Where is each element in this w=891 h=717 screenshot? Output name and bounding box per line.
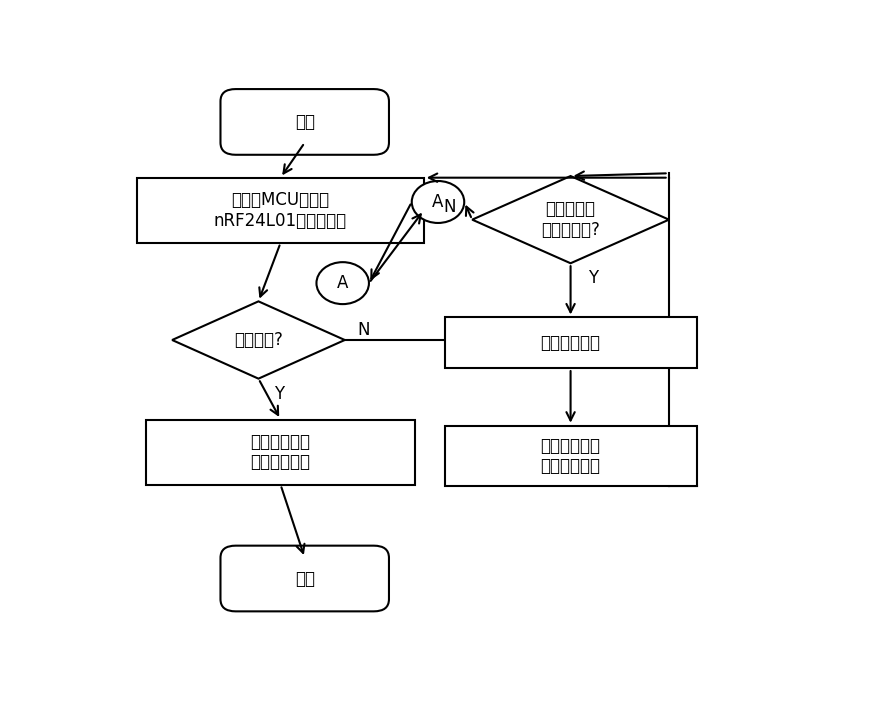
Text: A: A <box>432 193 444 211</box>
Text: Y: Y <box>587 269 598 287</box>
Text: N: N <box>358 321 371 339</box>
Bar <box>445 318 697 368</box>
Text: Y: Y <box>274 385 284 403</box>
Text: N: N <box>444 199 456 217</box>
Text: 数据汇总单
元发来命令?: 数据汇总单 元发来命令? <box>541 200 600 239</box>
Text: 开始: 开始 <box>295 113 315 131</box>
Bar <box>137 178 424 243</box>
Text: 初始化MCU，设置
nRF24L01为接收模式: 初始化MCU，设置 nRF24L01为接收模式 <box>214 191 347 229</box>
Text: A: A <box>337 274 348 292</box>
FancyBboxPatch shape <box>220 546 389 612</box>
Circle shape <box>412 181 464 223</box>
Text: 电压过低?: 电压过低? <box>234 331 283 349</box>
FancyBboxPatch shape <box>220 89 389 155</box>
Text: 启动无线模块
发出报警信息: 启动无线模块 发出报警信息 <box>250 432 311 472</box>
Text: 启动无线模块
发送温度信息: 启动无线模块 发送温度信息 <box>541 437 601 475</box>
Text: 采集温度信息: 采集温度信息 <box>541 333 601 352</box>
Polygon shape <box>172 301 345 379</box>
Polygon shape <box>472 176 669 263</box>
Text: 结束: 结束 <box>295 569 315 587</box>
Circle shape <box>316 262 369 304</box>
Bar <box>146 419 415 485</box>
Bar <box>445 426 697 486</box>
